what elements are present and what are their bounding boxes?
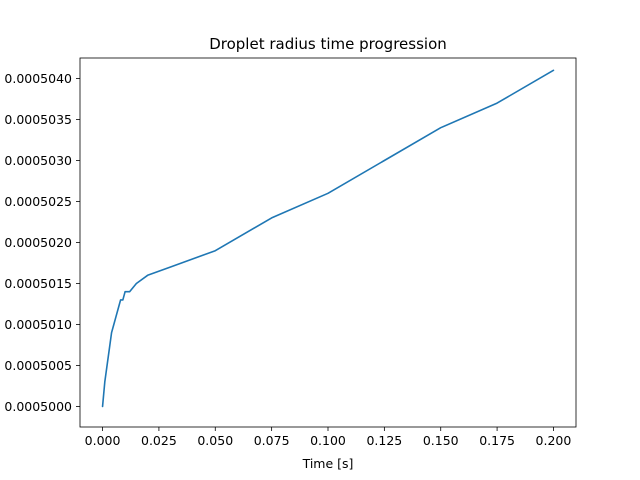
y-tick-label: 0.0005030 xyxy=(4,153,72,168)
x-axis: 0.000 0.025 0.050 0.075 0.100 0.125 0.150 0.175… xyxy=(85,427,572,448)
y-tick-label: 0.0005035 xyxy=(4,112,72,127)
series-group xyxy=(101,69,555,408)
y-tick-label: 0.0005015 xyxy=(4,276,72,291)
x-tick-label: 0.150 xyxy=(423,433,459,448)
x-tick-label: 0.125 xyxy=(366,433,402,448)
x-tick-label: 0.075 xyxy=(254,433,290,448)
x-tick-label: 0.100 xyxy=(310,433,346,448)
y-tick-label: 0.0005000 xyxy=(4,399,72,414)
x-tick-label: 0.200 xyxy=(536,433,572,448)
x-tick-label: 0.050 xyxy=(197,433,233,448)
y-tick-label: 0.0005040 xyxy=(4,71,72,86)
x-tick-label: 0.025 xyxy=(141,433,177,448)
y-tick-label: 0.0005025 xyxy=(4,194,72,209)
x-tick-label: 0.175 xyxy=(479,433,515,448)
series-line xyxy=(101,69,555,408)
y-tick-label: 0.0005005 xyxy=(4,358,72,373)
x-tick-label: 0.000 xyxy=(85,433,121,448)
x-axis-label: Time [s] xyxy=(302,456,354,471)
y-axis: 0.0005000 0.0005005 0.0005010 0.0005015 0.00… xyxy=(4,71,80,414)
y-tick-label: 0.0005020 xyxy=(4,235,72,250)
chart-title: Droplet radius time progression xyxy=(209,35,447,53)
y-tick-label: 0.0005010 xyxy=(4,317,72,332)
